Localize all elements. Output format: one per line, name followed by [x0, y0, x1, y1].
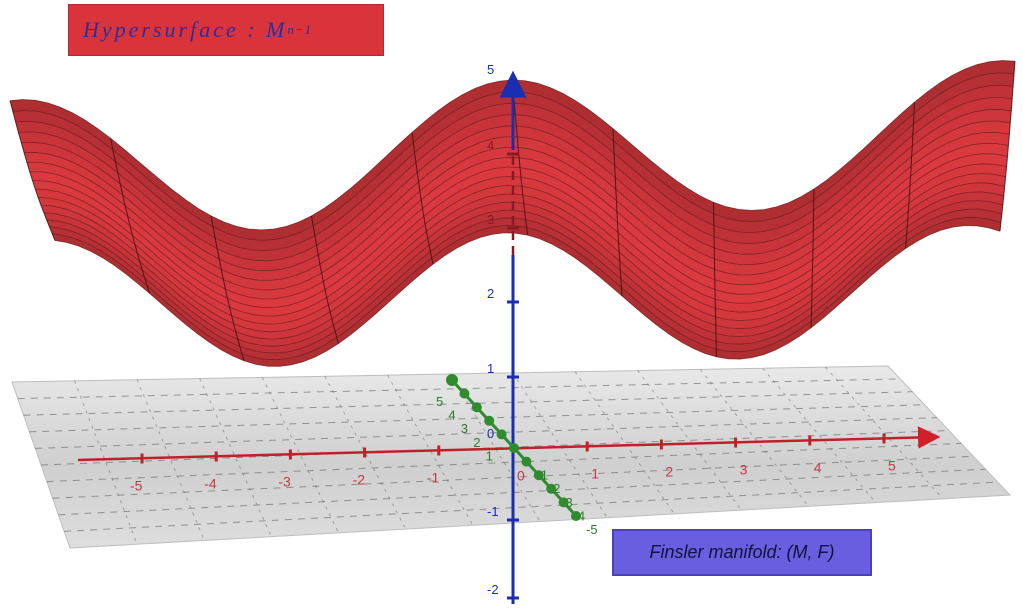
x-tick-label: 4 [814, 460, 822, 476]
y-tick-label: -5 [586, 522, 598, 537]
y-tick-point [484, 415, 495, 426]
z-axis-ticks: 5 4 3 2 1 0 -1 -2 [487, 62, 519, 600]
plane-grid-line [762, 367, 877, 503]
y-tick-point [509, 443, 519, 453]
y-tick-point [558, 497, 569, 508]
z-tick-label: 4 [487, 138, 494, 153]
surface-mesh-line [311, 215, 339, 344]
z-tick-label: -1 [487, 504, 499, 519]
x-tick-label: 5 [888, 458, 896, 474]
y-tick-label: 5 [436, 394, 443, 409]
z-tick-label: 1 [487, 361, 494, 376]
y-tick-point [496, 429, 507, 440]
plane-grid-line [574, 371, 675, 515]
x-tick-label: 0 [517, 468, 525, 484]
surface-mesh-line [999, 61, 1016, 232]
z-tick-label: -2 [487, 582, 499, 597]
plane-grid-line [512, 372, 608, 518]
plane-grid-line [23, 391, 913, 416]
plane-grid-line [74, 380, 138, 545]
surface-mesh-line [210, 215, 245, 361]
x-axis-ticks: -5 -4 -3 -2 -1 0 1 2 3 4 5 [130, 433, 896, 494]
z-tick-label: 2 [487, 286, 494, 301]
finsler-manifold-label: Finsler manifold: (M, F) [612, 529, 872, 576]
x-tick-label: 1 [591, 466, 599, 482]
y-tick-point [521, 456, 532, 467]
base-plane [11, 365, 1012, 549]
y-tick-point [533, 470, 544, 481]
plane-grid-line [29, 404, 925, 433]
plane-grid-line [136, 379, 205, 541]
z-tick-label: 0 [487, 426, 494, 441]
surface-mesh-line [110, 138, 150, 294]
y-tick-label: 4 [448, 408, 455, 423]
plane-grid-line [40, 430, 950, 466]
x-tick-label: 2 [665, 464, 673, 480]
y-tick-point [571, 511, 581, 521]
y-tick-label: 1 [486, 448, 493, 463]
hypersurface-label-exponent: n−1 [287, 22, 313, 37]
plane-grid-line [699, 369, 809, 507]
surface-mesh-line [905, 102, 915, 249]
z-tick-label: 5 [487, 62, 494, 77]
y-tick-label: 2 [473, 435, 480, 450]
hypersurface-label-text: Hypersurface : M [83, 17, 288, 42]
z-tick-label: 3 [487, 212, 494, 227]
surface-mesh-line [9, 100, 56, 241]
plane-grid-line [46, 442, 962, 483]
plane-grid-line [17, 378, 901, 400]
surface-mesh-line [411, 132, 434, 265]
x-tick-label: -2 [353, 472, 366, 488]
surface-mesh-line [810, 188, 815, 328]
x-tick-label: -3 [278, 474, 291, 490]
x-tick-label: 3 [740, 462, 748, 478]
y-tick-point [471, 402, 482, 413]
x-tick-label: -5 [130, 478, 143, 494]
plane-grid-line [261, 377, 340, 534]
x-tick-label: -4 [204, 476, 217, 492]
y-tick-point [546, 483, 557, 494]
surface-mesh-line [612, 128, 623, 297]
plane-grid-line [825, 366, 944, 500]
plane-grid-line [324, 376, 407, 530]
y-tick-label: 3 [461, 421, 468, 436]
plane-grid-line [637, 370, 742, 511]
surface-mesh-line [512, 79, 528, 236]
surface-mesh-line [713, 202, 717, 357]
plane-grid-line [199, 378, 272, 537]
x-axis [77, 426, 941, 462]
x-tick-label: -1 [427, 470, 440, 486]
y-tick-point [459, 388, 470, 399]
y-tick-point [446, 374, 458, 386]
plane-grid-line [58, 468, 986, 516]
